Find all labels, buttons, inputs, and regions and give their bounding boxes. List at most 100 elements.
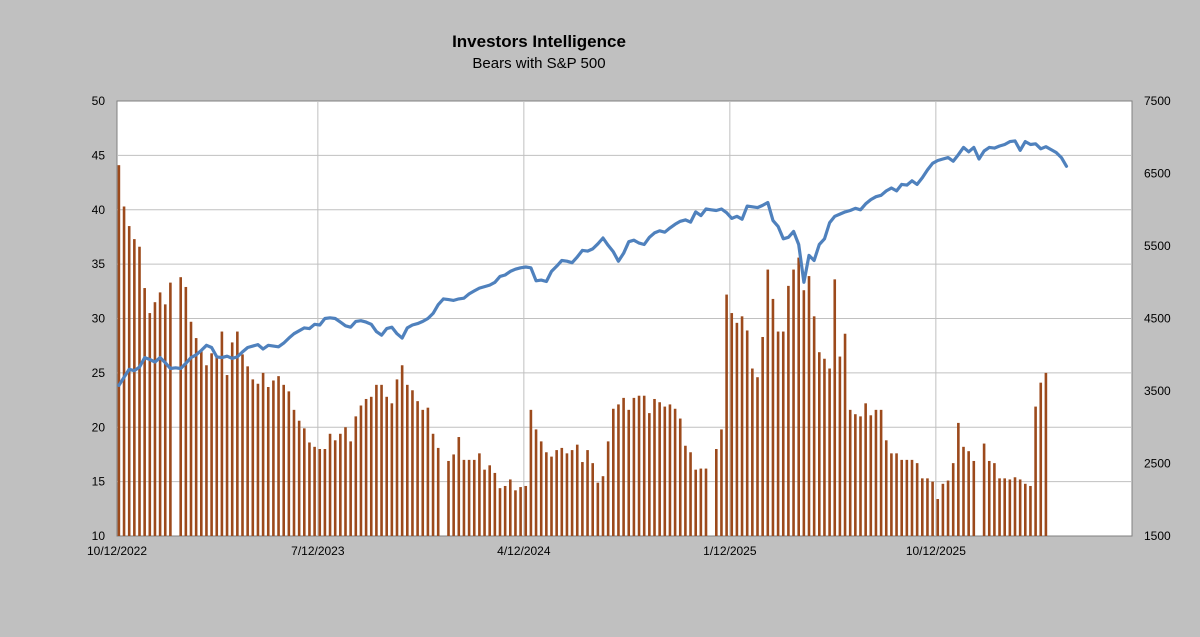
bear-bar: [1044, 372, 1048, 536]
bear-bar: [308, 442, 311, 536]
bear-bar: [823, 358, 826, 536]
bear-bar: [601, 476, 605, 536]
bear-bar: [792, 269, 795, 536]
bear-bar: [756, 377, 759, 536]
bear-bar: [838, 356, 842, 536]
bear-bar: [359, 405, 363, 536]
bear-bar: [349, 441, 352, 536]
bear-bar: [323, 449, 327, 536]
bear-bar: [179, 277, 182, 536]
bear-bar: [287, 391, 291, 536]
bear-bar: [720, 429, 723, 536]
left-tick-label: 30: [92, 312, 106, 326]
bear-bar: [684, 445, 687, 536]
bear-bar: [503, 485, 507, 536]
x-tick-label: 1/12/2025: [703, 544, 757, 558]
bear-bar: [529, 409, 533, 536]
left-tick-label: 10: [92, 529, 106, 543]
bear-bar: [678, 418, 682, 536]
bear-bar: [874, 409, 878, 536]
bars-layer: [117, 165, 1048, 537]
bear-bar: [266, 387, 270, 536]
bear-bar: [282, 384, 285, 536]
bear-bar: [328, 433, 332, 536]
bear-bar: [158, 292, 162, 536]
bear-bar: [802, 290, 806, 536]
bear-bar: [184, 286, 188, 536]
bear-bar: [457, 437, 461, 536]
bear-bar: [467, 459, 471, 536]
bear-bar: [550, 456, 553, 536]
bear-bar: [689, 452, 692, 536]
left-tick-label: 45: [92, 148, 106, 162]
bear-bar: [761, 336, 764, 536]
bear-bar: [1013, 477, 1017, 536]
bear-bar: [498, 488, 502, 536]
bear-bar: [884, 440, 888, 536]
chart-title: Investors Intelligence: [452, 32, 626, 51]
bear-bar: [127, 226, 131, 536]
bear-bar: [946, 480, 950, 536]
left-tick-label: 20: [92, 420, 106, 434]
bear-bar: [735, 322, 739, 536]
bear-bar: [534, 429, 538, 536]
bear-bar: [787, 285, 790, 536]
bear-bar: [514, 490, 517, 536]
bear-bar: [369, 396, 373, 536]
right-tick-label: 3500: [1144, 384, 1171, 398]
bear-bar: [272, 380, 275, 536]
bear-bar: [411, 390, 414, 536]
bear-bar: [509, 479, 512, 536]
bear-bar: [313, 446, 316, 536]
bear-bar: [462, 459, 466, 536]
bear-bar: [967, 451, 970, 536]
bear-bar: [890, 453, 893, 536]
left-tick-label: 15: [92, 475, 106, 489]
bear-bar: [277, 376, 280, 536]
bear-bar: [189, 321, 193, 536]
left-tick-label: 50: [92, 94, 106, 108]
grid-layer: [117, 101, 1132, 536]
bear-bar: [519, 487, 522, 536]
bear-bar: [900, 459, 903, 536]
right-tick-label: 2500: [1144, 457, 1171, 471]
bear-bar: [1034, 406, 1037, 536]
chart-subtitle: Bears with S&P 500: [472, 55, 605, 72]
bear-bar: [931, 481, 934, 536]
bear-bar: [447, 460, 450, 536]
bear-bar: [921, 478, 924, 536]
bear-bar: [807, 276, 811, 536]
bear-bar: [962, 446, 965, 536]
bear-bar: [915, 463, 919, 536]
bear-bar: [869, 415, 873, 536]
bear-bar: [612, 408, 615, 536]
bear-bar: [426, 407, 430, 536]
bear-bar: [215, 356, 219, 536]
bear-bar: [910, 459, 914, 536]
bear-bar: [1018, 479, 1022, 536]
bear-bar: [163, 304, 167, 536]
bear-bar: [148, 313, 152, 536]
left-tick-label: 25: [92, 366, 106, 380]
bear-bar: [828, 368, 831, 536]
bear-bar: [926, 478, 929, 536]
bear-bar: [406, 384, 409, 536]
bear-bar: [560, 447, 564, 536]
bear-bar: [210, 353, 213, 536]
bear-bar: [957, 422, 960, 536]
bear-bar: [864, 403, 867, 536]
bear-bar: [303, 428, 306, 536]
bear-bar: [972, 460, 976, 536]
bear-bar: [740, 316, 744, 536]
bear-bar: [704, 468, 708, 536]
bear-bar: [848, 409, 852, 536]
bear-bar: [596, 482, 600, 536]
x-tick-label: 7/12/2023: [291, 544, 345, 558]
bear-bar: [117, 165, 121, 536]
bear-bar: [256, 383, 260, 536]
bear-bar: [390, 403, 394, 536]
bear-bar: [797, 257, 800, 536]
bear-bar: [941, 483, 945, 536]
bear-bar: [143, 288, 146, 536]
